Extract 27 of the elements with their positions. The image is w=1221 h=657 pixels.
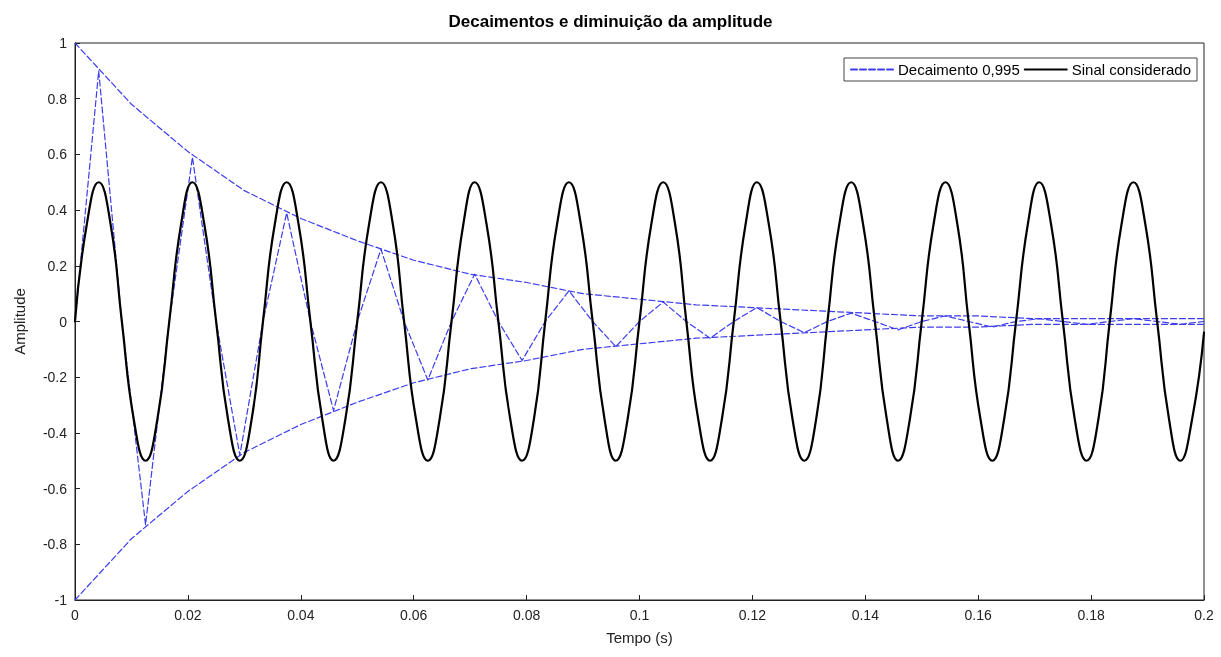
chart-title: Decaimentos e diminuição da amplitude (448, 12, 773, 31)
y-tick-label: -1 (54, 592, 68, 608)
y-axis-title: Amplitude (11, 288, 28, 355)
y-tick-label: 0.4 (47, 202, 68, 219)
x-tick-label: 0.08 (512, 607, 541, 623)
y-tick-label: -0.4 (42, 424, 68, 441)
x-tick-label: 0.1 (629, 607, 650, 623)
x-tick-label: 0.18 (1077, 607, 1105, 623)
x-tick-label: 0.16 (964, 607, 993, 623)
y-tick-label: -0.8 (42, 536, 68, 553)
x-tick-label: 0.04 (287, 607, 315, 623)
y-tick-label: 0.2 (47, 257, 68, 274)
y-tick-label: 0.8 (47, 90, 68, 107)
y-tick-label: -0.6 (42, 480, 68, 497)
y-tick-label: -0.2 (42, 369, 68, 386)
x-tick-label: 0.2 (1194, 607, 1214, 623)
x-tick-label: 0.14 (851, 607, 880, 623)
y-tick-label: 0.6 (47, 146, 68, 163)
x-tick-label: 0.12 (738, 607, 767, 623)
x-tick-label: 0.02 (174, 607, 202, 623)
y-tick-label: 0 (59, 313, 68, 330)
legend-label: Sinal considerado (1071, 61, 1191, 78)
x-axis-title: Tempo (s) (606, 629, 673, 646)
y-tick-label: 1 (59, 35, 68, 51)
legend-label: Decaimento 0,995 (898, 61, 1020, 78)
x-tick-label: 0.06 (400, 607, 428, 623)
x-tick-label: 0 (71, 607, 80, 623)
